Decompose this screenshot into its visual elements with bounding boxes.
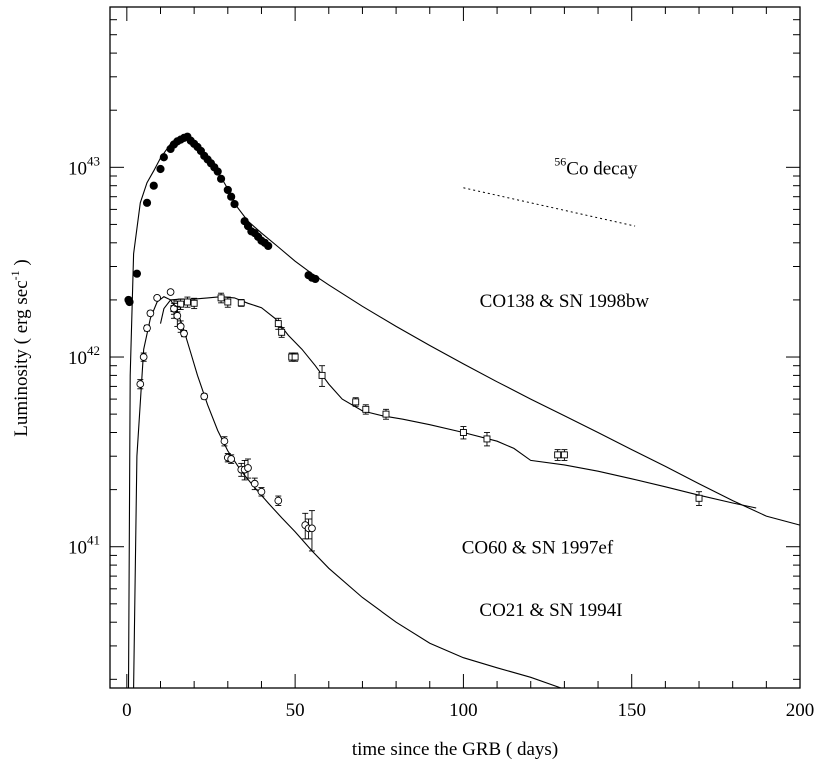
data-point-square — [190, 299, 198, 307]
decay-guide: 56Co decay — [463, 154, 638, 227]
data-point-square — [237, 299, 245, 307]
x-tick-label: 100 — [449, 700, 478, 721]
x-tick-label: 150 — [617, 700, 646, 721]
data-point-open — [227, 455, 236, 463]
data-point-filled — [125, 297, 134, 307]
data-point-square — [352, 398, 360, 406]
data-point-filled — [132, 269, 142, 278]
axis-tick-labels: 0 50 100 150 200 1041 1042 1043 — [68, 153, 814, 721]
data-point-filled — [311, 274, 320, 284]
series-annotation: CO138 & SN 1998bw — [480, 291, 650, 312]
data-point-open — [257, 487, 266, 496]
data-point-filled — [223, 185, 232, 195]
x-tick-label: 50 — [286, 700, 305, 721]
x-tick-label: 200 — [786, 700, 815, 721]
axis-ticks — [110, 6, 801, 688]
data-point-square — [362, 405, 370, 413]
data-point-square — [183, 298, 191, 306]
y-tick-label: 1043 — [68, 153, 100, 179]
data-point-open — [220, 437, 229, 446]
data-point-filled — [149, 181, 158, 190]
data-point-square — [278, 328, 286, 336]
x-axis-label: time since the GRB ( days) — [352, 739, 558, 760]
data-point-open — [274, 496, 283, 505]
data-point-square — [382, 410, 390, 418]
data-point-square — [483, 435, 491, 443]
data-point-open — [200, 392, 209, 401]
y-axis-label-main: Luminosity ( erg sec — [11, 280, 32, 436]
data-point-square — [177, 300, 185, 308]
plot-frame — [109, 6, 801, 689]
data-point-square — [217, 294, 225, 302]
data-point-open — [308, 524, 316, 533]
data-point-filled — [227, 192, 236, 201]
data-point-filled — [230, 199, 239, 209]
annotations: CO138 & SN 1998bw CO60 & SN 1997ef CO21 & … — [462, 291, 650, 621]
y-axis-label-end: ) — [11, 259, 32, 270]
data-point-filled — [142, 198, 152, 207]
data-point-open — [139, 353, 148, 361]
decay-line — [463, 187, 636, 227]
model-curves — [127, 135, 801, 689]
data-point-filled — [156, 164, 165, 174]
data-point-filled — [216, 174, 226, 183]
data-point-open — [176, 322, 185, 331]
data-point-open — [173, 311, 182, 320]
y-tick-label: 1041 — [68, 533, 100, 559]
data-point-square — [291, 353, 299, 361]
data-markers — [124, 132, 703, 552]
x-tick-label: 0 — [122, 700, 132, 721]
series-annotation: CO21 & SN 1994I — [479, 600, 622, 621]
data-point-open — [250, 479, 259, 488]
data-point-open — [143, 324, 151, 332]
data-point-square — [459, 429, 467, 436]
data-point-open — [136, 380, 145, 388]
series-annotation: CO60 & SN 1997ef — [462, 538, 614, 559]
data-point-square — [554, 451, 562, 459]
data-point-open — [146, 309, 155, 318]
model-curve — [127, 135, 801, 689]
data-point-square — [560, 451, 568, 459]
model-curve — [159, 296, 757, 509]
model-curve — [133, 296, 562, 689]
y-axis-label-sup: -1 — [8, 270, 22, 280]
data-point-filled — [159, 153, 168, 162]
data-point-square — [695, 494, 703, 502]
data-point-open — [244, 464, 252, 472]
data-point-open — [180, 329, 188, 338]
y-axis-label: Luminosity ( erg sec-1 ) — [8, 259, 32, 436]
data-point-filled — [264, 241, 273, 251]
data-point-filled — [213, 167, 222, 176]
data-point-open — [153, 294, 161, 302]
data-point-square — [318, 371, 326, 379]
data-point-square — [274, 320, 282, 328]
decay-label: 56Co decay — [554, 154, 638, 179]
data-point-square — [224, 298, 232, 306]
y-tick-label: 1042 — [68, 343, 100, 369]
data-point-open — [166, 288, 175, 296]
